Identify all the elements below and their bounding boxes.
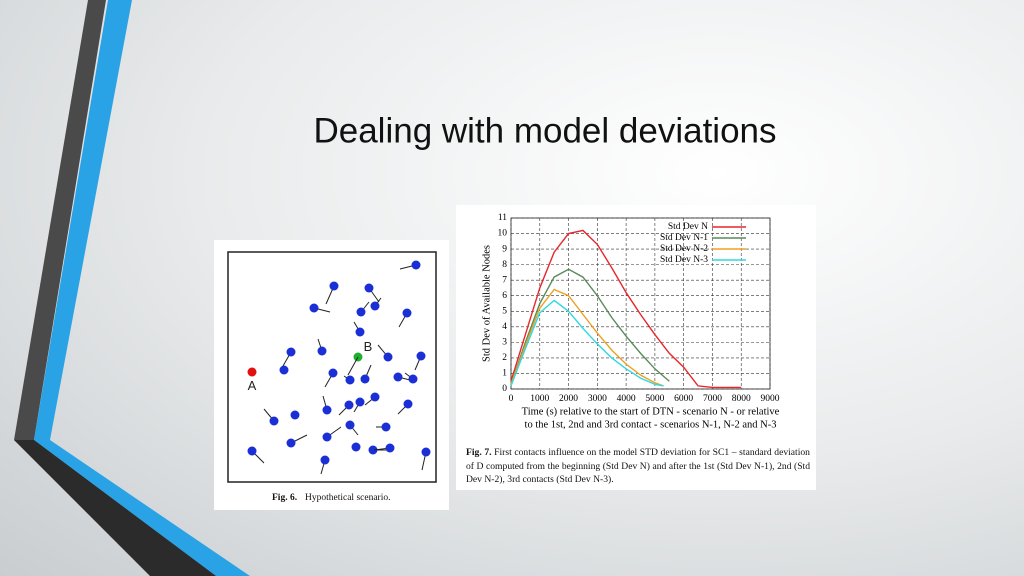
node bbox=[322, 432, 332, 442]
node bbox=[381, 422, 391, 432]
node-label: A bbox=[248, 378, 257, 393]
deco-stripe bbox=[14, 0, 216, 576]
y-axis-label: Std Dev of Available Nodes bbox=[481, 245, 492, 362]
scenario-frame bbox=[227, 251, 437, 483]
series-line bbox=[510, 268, 670, 385]
node bbox=[328, 368, 338, 378]
node bbox=[329, 281, 339, 291]
legend-label: Std Dev N-3 bbox=[660, 255, 708, 265]
series-line bbox=[510, 299, 664, 387]
node bbox=[247, 367, 257, 377]
x-tick-label: 0 bbox=[509, 394, 514, 404]
node bbox=[368, 445, 378, 455]
x-tick-label: 2000 bbox=[559, 394, 578, 404]
legend-label: Std Dev N-2 bbox=[660, 244, 708, 254]
node bbox=[421, 447, 431, 457]
node bbox=[393, 372, 403, 382]
y-tick-label: 8 bbox=[502, 260, 507, 270]
node bbox=[290, 410, 300, 420]
node bbox=[383, 352, 393, 362]
y-tick-label: 7 bbox=[502, 275, 507, 285]
node bbox=[355, 327, 365, 337]
caption-label: Fig. 7. bbox=[466, 447, 492, 458]
y-tick-label: 3 bbox=[502, 338, 507, 348]
x-tick-label: 4000 bbox=[617, 394, 636, 404]
legend-label: Std Dev N-1 bbox=[660, 233, 708, 243]
y-tick-label: 10 bbox=[498, 229, 508, 239]
deco-stripe bbox=[34, 0, 250, 576]
x-axis-label: Time (s) relative to the start of DTN - … bbox=[522, 406, 780, 417]
node bbox=[269, 416, 279, 426]
figure-7-caption: Fig. 7. First contacts influence on the … bbox=[466, 446, 810, 487]
node bbox=[345, 420, 355, 430]
x-tick-label: 8000 bbox=[732, 394, 751, 404]
x-tick-label: 6000 bbox=[674, 394, 693, 404]
x-tick-label: 9000 bbox=[761, 394, 780, 404]
node bbox=[356, 307, 366, 317]
node bbox=[351, 442, 361, 452]
caption: Hypothetical scenario. bbox=[305, 493, 390, 503]
y-tick-label: 2 bbox=[502, 353, 507, 363]
y-tick-label: 0 bbox=[502, 384, 507, 394]
node bbox=[344, 400, 354, 410]
y-tick-label: 5 bbox=[502, 306, 507, 316]
deco-stripe bbox=[14, 440, 216, 576]
plot-frame bbox=[510, 217, 771, 390]
y-tick-label: 1 bbox=[502, 369, 507, 379]
node bbox=[370, 392, 380, 402]
node bbox=[345, 375, 355, 385]
node bbox=[402, 308, 412, 318]
y-tick-label: 4 bbox=[502, 322, 507, 332]
y-tick-label: 9 bbox=[502, 244, 507, 254]
node-label: B bbox=[364, 339, 373, 354]
chart: 0 1 2 3 4 5 6 7 8 9 10 11 0 1000 2000 3000 4000 5000 6000 7… bbox=[481, 213, 779, 430]
node bbox=[317, 346, 327, 356]
node bbox=[322, 405, 332, 415]
caption: First contacts influence on the model ST… bbox=[466, 447, 810, 486]
nodes bbox=[247, 260, 431, 475]
y-tick-label: 11 bbox=[498, 213, 507, 223]
node bbox=[247, 446, 257, 456]
node bbox=[279, 365, 289, 375]
x-tick-label: 3000 bbox=[588, 394, 607, 404]
node bbox=[416, 351, 426, 361]
node bbox=[403, 399, 413, 409]
node bbox=[360, 374, 370, 384]
y-tick-label: 6 bbox=[502, 291, 507, 301]
series-line bbox=[510, 229, 742, 389]
node bbox=[355, 397, 365, 407]
node bbox=[364, 283, 374, 293]
x-tick-label: 7000 bbox=[703, 394, 722, 404]
legend-label: Std Dev N bbox=[668, 222, 708, 232]
node bbox=[370, 301, 380, 311]
slide-title: Dealing with model deviations bbox=[313, 111, 776, 150]
node bbox=[320, 455, 330, 465]
node bbox=[408, 374, 418, 384]
x-tick-label: 1000 bbox=[530, 394, 549, 404]
node bbox=[286, 347, 296, 357]
x-axis-label: to the 1st, 2nd and 3rd contact - scenar… bbox=[525, 419, 777, 430]
caption-label: Fig. 6. bbox=[272, 493, 297, 503]
x-tick-label: 5000 bbox=[645, 394, 664, 404]
series-line bbox=[510, 288, 664, 387]
node bbox=[411, 260, 421, 270]
node bbox=[286, 438, 296, 448]
node-arrow bbox=[347, 356, 359, 376]
node bbox=[385, 443, 395, 453]
node bbox=[309, 303, 319, 313]
